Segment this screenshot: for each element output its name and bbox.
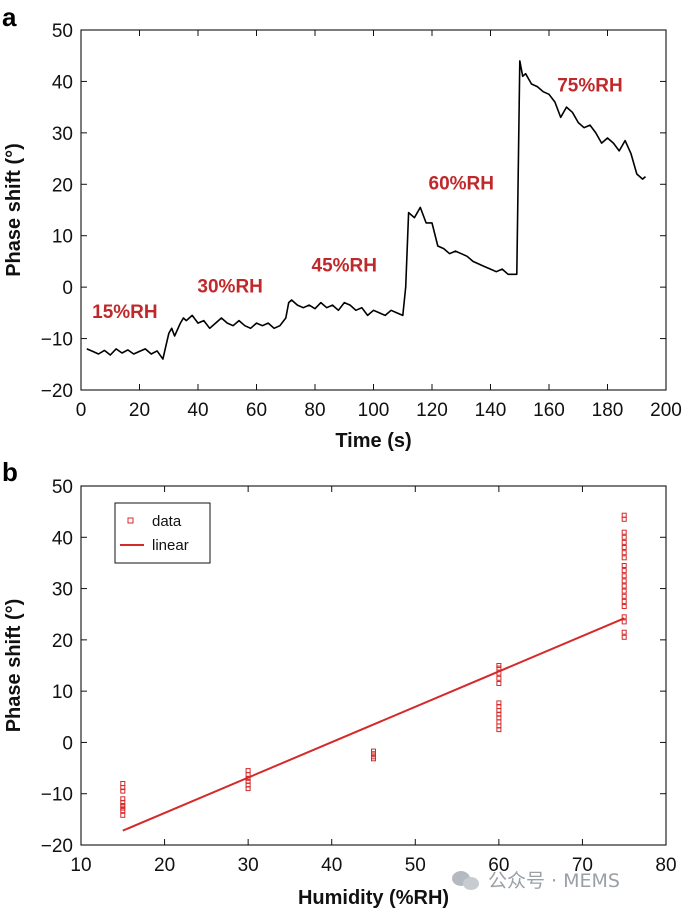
panel-a-y-tick-label: 40 bbox=[52, 72, 73, 93]
panel-b-x-tick-label: 30 bbox=[238, 855, 259, 876]
humidity-annotation: 60%RH bbox=[429, 173, 494, 194]
data-point-marker bbox=[371, 751, 376, 757]
watermark: 公众号 · MEMS bbox=[452, 866, 620, 893]
data-point-marker bbox=[496, 700, 502, 706]
data-point-marker bbox=[496, 663, 502, 668]
panel-b-x-tick-label: 60 bbox=[488, 855, 509, 876]
data-point-marker bbox=[621, 568, 627, 574]
panel-a-x-tick-label: 200 bbox=[650, 400, 682, 421]
data-point-marker bbox=[496, 665, 502, 671]
data-point-marker bbox=[621, 619, 627, 625]
humidity-annotation: 45%RH bbox=[312, 256, 377, 277]
data-point-marker bbox=[621, 604, 627, 609]
panel-b-x-tick-label: 40 bbox=[321, 855, 342, 876]
panel-a-y-tick-label: −20 bbox=[41, 381, 73, 402]
data-point-marker bbox=[621, 545, 627, 550]
data-point-marker bbox=[621, 634, 627, 640]
panel-b-x-axis-label: Humidity (%RH) bbox=[298, 887, 449, 909]
data-point-marker bbox=[496, 719, 502, 725]
panel-a-x-tick-label: 100 bbox=[358, 400, 390, 421]
data-point-marker bbox=[245, 786, 251, 792]
panel-b-x-tick-label: 50 bbox=[405, 855, 426, 876]
legend-data-marker bbox=[127, 517, 134, 524]
legend-linear-label: linear bbox=[152, 537, 189, 554]
humidity-annotation: 75%RH bbox=[557, 76, 622, 97]
panel-b-y-tick-label: −10 bbox=[41, 785, 73, 806]
data-point-marker bbox=[621, 593, 627, 599]
linear-fit-line bbox=[122, 617, 625, 832]
data-point-marker bbox=[621, 516, 627, 522]
data-point-marker bbox=[120, 781, 126, 786]
legend-box bbox=[114, 502, 211, 564]
humidity-annotation: 15%RH bbox=[92, 302, 157, 323]
data-point-marker bbox=[120, 812, 126, 818]
panel-a-y-tick-label: −10 bbox=[41, 330, 73, 351]
data-point-marker bbox=[621, 529, 627, 535]
panel-b-plot-frame bbox=[80, 485, 667, 846]
panel-b-x-tick-label: 70 bbox=[572, 855, 593, 876]
data-point-marker bbox=[496, 675, 502, 681]
panel-a-x-tick-label: 40 bbox=[187, 400, 208, 421]
legend-data-label: data bbox=[152, 513, 182, 530]
panel-a-x-tick-label: 0 bbox=[76, 400, 87, 421]
data-point-marker bbox=[621, 539, 627, 545]
panel-a-x-tick-label: 160 bbox=[533, 400, 565, 421]
panel-a-x-tick-label: 80 bbox=[304, 400, 325, 421]
data-point-marker bbox=[621, 583, 627, 589]
watermark-text: 公众号 · MEMS bbox=[488, 870, 620, 892]
panel-b-x-tick-label: 10 bbox=[70, 855, 91, 876]
data-point-marker bbox=[120, 808, 126, 814]
data-point-marker bbox=[371, 748, 376, 754]
data-point-marker bbox=[621, 629, 627, 635]
wechat-icon bbox=[452, 869, 482, 891]
panel-a-letter: a bbox=[2, 2, 17, 32]
data-point-marker bbox=[371, 756, 376, 762]
panel-b-y-axis-label: Phase shift (°) bbox=[3, 599, 25, 733]
data-point-marker bbox=[120, 799, 126, 805]
data-point-marker bbox=[245, 768, 251, 774]
panel-b-y-tick-label: 40 bbox=[52, 528, 73, 549]
data-point-marker bbox=[621, 588, 627, 594]
panel-b-y-tick-label: −20 bbox=[41, 836, 73, 857]
panel-b-x-tick-label: 80 bbox=[655, 855, 676, 876]
data-point-marker bbox=[621, 563, 627, 568]
panel-a-y-tick-label: 30 bbox=[52, 124, 73, 145]
panel-a-x-tick-label: 20 bbox=[129, 400, 150, 421]
panel-a-y-axis-label: Phase shift (°) bbox=[3, 143, 25, 277]
panel-a-y-tick-label: 0 bbox=[62, 278, 73, 299]
data-point-marker bbox=[621, 550, 627, 556]
data-point-marker bbox=[496, 681, 502, 686]
panel-b-y-tick-label: 10 bbox=[52, 682, 73, 703]
panel-a-x-tick-label: 60 bbox=[246, 400, 267, 421]
panel-a-y-tick-label: 50 bbox=[52, 21, 73, 42]
data-point-marker bbox=[621, 573, 627, 579]
panel-b-letter: b bbox=[2, 457, 18, 487]
data-point-marker bbox=[120, 788, 126, 794]
panel-a-x-tick-label: 140 bbox=[475, 400, 507, 421]
data-point-marker bbox=[621, 598, 627, 604]
panel-a-x-tick-label: 120 bbox=[416, 400, 448, 421]
data-point-marker bbox=[621, 555, 627, 561]
data-point-marker bbox=[621, 534, 627, 540]
panel-a-y-tick-label: 10 bbox=[52, 227, 73, 248]
panel-b-chart: 10 20 30 40 50 60 70 80 −20 −10 0 10 20 30 40 50 Humidit… bbox=[3, 477, 677, 909]
humidity-annotation: 30%RH bbox=[197, 276, 262, 297]
panel-b-y-tick-label: 20 bbox=[52, 631, 73, 652]
panel-b-y-tick-label: 50 bbox=[52, 477, 73, 498]
phase-shift-series-line bbox=[86, 60, 647, 360]
panel-b-y-tick-label: 30 bbox=[52, 580, 73, 601]
panel-b-y-tick-label: 0 bbox=[62, 733, 73, 754]
panel-a-y-tick-label: 20 bbox=[52, 175, 73, 196]
panel-b-x-tick-label: 20 bbox=[154, 855, 175, 876]
panel-a-x-tick-label: 180 bbox=[592, 400, 624, 421]
data-point-marker bbox=[621, 578, 627, 584]
data-point-marker bbox=[120, 803, 126, 808]
data-point-marker bbox=[621, 512, 627, 518]
panel-a-chart: 0 20 40 60 80 100 120 140 160 180 200 −20 −10 0 10 20 30… bbox=[3, 21, 682, 452]
panel-a-x-axis-label: Time (s) bbox=[335, 430, 411, 452]
